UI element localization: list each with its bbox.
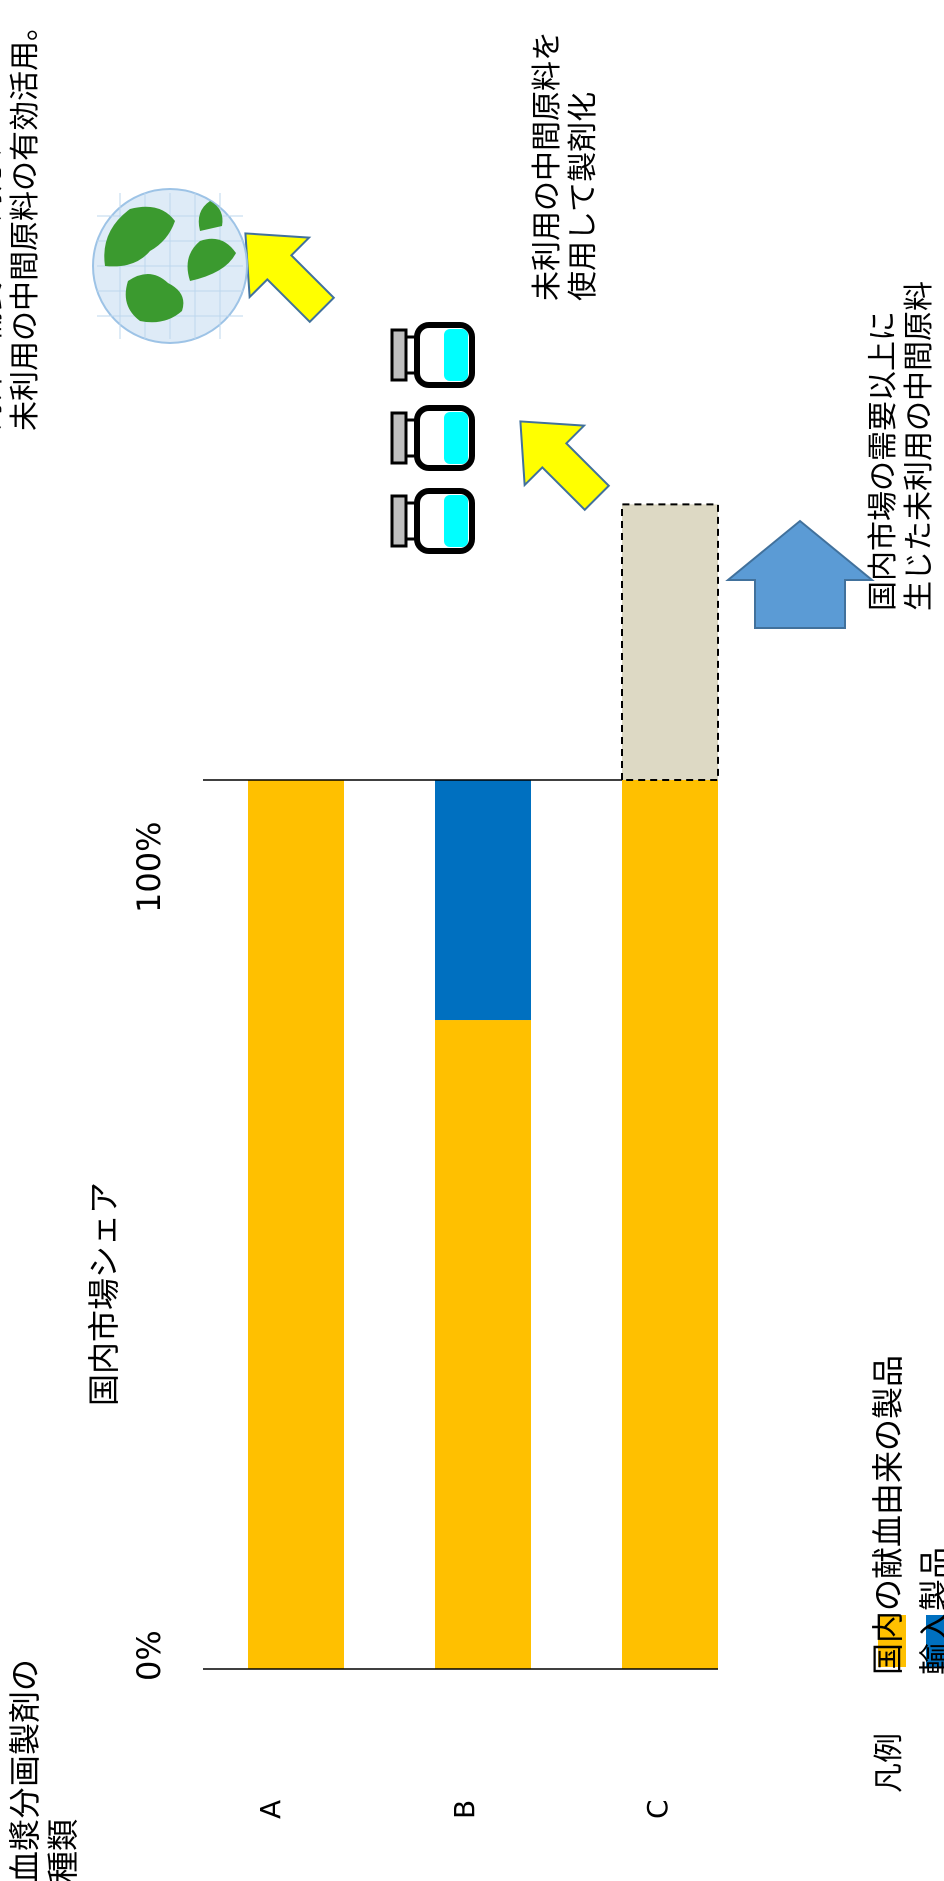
legend-title: 凡例 xyxy=(872,1733,907,1793)
vial-icon-1 xyxy=(390,405,475,471)
axes-layer xyxy=(203,779,718,1670)
arrow-production-icon xyxy=(519,420,611,512)
bar-b-series-1 xyxy=(435,780,531,1021)
legend-swatch-imported xyxy=(926,1615,944,1667)
legend-swatch-domestic xyxy=(878,1615,906,1667)
globe-icon xyxy=(92,188,248,344)
bar-c-series-0 xyxy=(622,780,718,1669)
legend-label-imported: 輸入製品 xyxy=(916,1546,944,1675)
x-tick-label-0: 0% xyxy=(130,1630,168,1681)
legend-label-domestic: 国内の献血由来の製品 xyxy=(869,1354,907,1675)
vial-icon-2 xyxy=(390,322,475,388)
chart-title: 血漿分画製剤の 種類 xyxy=(6,1658,83,1881)
bars-layer xyxy=(248,503,719,1669)
bar-b-series-0 xyxy=(435,1020,531,1669)
bar-excess-segment xyxy=(621,503,719,781)
arrow-excess-icon xyxy=(725,519,875,629)
x-tick-label-100: 100% xyxy=(130,821,168,913)
export-annotation: 海外の需要への対応、 未利用の中間原料の有効活用。 xyxy=(0,11,43,431)
category-label-b: B xyxy=(448,1799,481,1819)
bar-a-series-0 xyxy=(248,780,344,1669)
category-label-a: A xyxy=(254,1799,287,1819)
category-label-c: C xyxy=(641,1799,674,1819)
decorations-layer xyxy=(92,188,944,1667)
excess-annotation: 国内市場の需要以上に 生じた未利用の中間原料 xyxy=(866,281,937,611)
arrow-export-icon xyxy=(244,232,336,324)
production-annotation: 未利用の中間原料を 使用して製剤化 xyxy=(530,31,601,301)
x-axis-label: 国内市場シェア xyxy=(85,1181,123,1406)
vial-icon-0 xyxy=(390,488,475,554)
